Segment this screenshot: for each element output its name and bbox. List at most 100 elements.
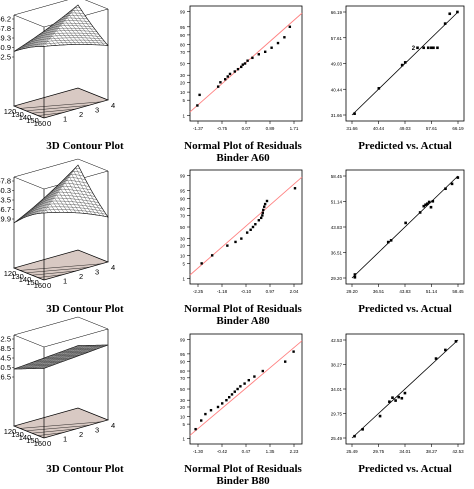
y-tick-label: 5	[182, 261, 185, 266]
box-edge	[84, 0, 109, 10]
z-tick-label: 32.5	[0, 53, 11, 62]
surface-mesh-line	[73, 346, 104, 348]
data-point	[443, 22, 447, 25]
surface-mesh-line	[69, 170, 101, 216]
caption-normal-b80: Normal Plot of Residuals	[184, 463, 302, 475]
data-point	[216, 405, 220, 409]
fit-line	[351, 175, 459, 279]
y-tick-label: 80	[180, 206, 186, 211]
surface-mesh-line	[23, 17, 88, 49]
box-edge	[13, 14, 45, 28]
data-point	[283, 36, 286, 39]
data-point	[239, 385, 242, 388]
data-point	[426, 202, 429, 206]
pva-plot-a60: 66.19 57.61 49.03 40.44 31.66 31.66 40.44 49.03…	[331, 5, 465, 131]
pva-plot-a80: 58.45 51.14 43.83 36.51 29.20 29.20 36.51 43.83…	[331, 169, 465, 294]
y-tick-label: 80	[180, 43, 186, 48]
y-tick-label: 2	[79, 110, 83, 119]
surface-mesh-line	[69, 9, 101, 46]
data-point	[434, 357, 438, 360]
pva-panel-a80: 58.45 51.14 43.83 36.51 29.20 29.20 36.51 43.83…	[322, 166, 472, 300]
data-point	[448, 12, 452, 16]
data-point	[210, 254, 214, 257]
y-tick-label: 1	[182, 437, 185, 442]
x-tick-label: 150	[26, 436, 39, 445]
caption-pva-b80: Predicted vs. Actual	[358, 463, 452, 475]
x-tick-label: 160	[34, 439, 47, 448]
floor-contour-line	[37, 432, 64, 436]
surface-mesh-line	[53, 20, 85, 45]
z-tick-label: 66.2	[0, 15, 11, 24]
plot-frame	[189, 333, 303, 445]
data-point	[265, 199, 269, 203]
surface-mesh-line	[78, 344, 108, 346]
y-tick-label: 3	[95, 268, 99, 277]
surface-mesh-line	[57, 17, 89, 45]
data-point	[200, 419, 203, 422]
y-tick-label: 70	[180, 50, 186, 55]
pva-plot-b80: 42.53 38.27 34.01 29.75 25.49 25.49 29.75 34.01…	[331, 333, 465, 454]
x-tick-label: 150	[26, 116, 39, 125]
caption-pva-a60: Predicted vs. Actual	[358, 140, 452, 152]
surface-mesh-line	[26, 185, 92, 217]
box-edge	[13, 176, 45, 190]
y-tick-label: 2	[79, 272, 83, 281]
surface-mesh-line	[66, 349, 96, 351]
z-tick-label: 49.3	[0, 34, 11, 43]
y-tick-label: 50	[180, 62, 186, 67]
surface-mesh-line	[50, 355, 81, 356]
surface-mesh-line	[77, 164, 109, 218]
y-tick-label: 57.61	[331, 36, 343, 41]
data-point	[204, 412, 207, 416]
data-point	[388, 400, 391, 404]
data-point	[234, 240, 237, 244]
box-edge	[77, 158, 109, 172]
x-tick-label: 38.27	[426, 449, 438, 454]
x-tick-label: 34.01	[399, 449, 411, 454]
data-point	[209, 409, 213, 412]
data-point	[353, 434, 356, 438]
data-point	[240, 237, 243, 240]
data-point	[389, 239, 393, 242]
y-tick-label: 29.20	[331, 276, 343, 281]
data-point	[276, 41, 280, 45]
z-tick-label: 40.9	[0, 43, 11, 52]
y-tick-label: 95	[180, 25, 186, 30]
x-tick-label: 0.97	[266, 289, 275, 294]
caption-3d-a60: 3D Contour Plot	[46, 140, 124, 152]
y-tick-label: 0	[47, 281, 51, 290]
surface-mesh-line	[53, 353, 84, 355]
x-tick-label: 66.19	[452, 126, 464, 131]
y-tick-label: 43.83	[331, 225, 343, 230]
surface-mesh-line	[15, 167, 80, 222]
surface-mesh-line	[65, 12, 97, 45]
surface-mesh-line	[61, 15, 93, 45]
y-tick-label: 66.19	[331, 10, 343, 15]
x-tick-label: -1.30	[193, 449, 204, 454]
data-point	[353, 112, 356, 115]
x-tick-label: 31.66	[346, 126, 358, 131]
x-tick-label: -1.18	[217, 289, 228, 294]
x-tick-label: 49.03	[399, 126, 411, 131]
surface-mesh-line	[23, 179, 88, 219]
surface-mesh-line	[23, 345, 88, 369]
surface-mesh-line	[77, 4, 109, 46]
data-point	[228, 396, 231, 399]
data-point	[386, 240, 390, 244]
surface-mesh-line	[73, 167, 105, 217]
box-edge	[13, 334, 45, 348]
y-tick-label: 49.03	[331, 62, 343, 67]
x-tick-label: 120	[4, 269, 17, 278]
surface-mesh-line	[19, 173, 84, 220]
y-tick-label: 99	[180, 174, 186, 179]
data-point	[263, 205, 266, 208]
surface-mesh-line	[17, 10, 82, 51]
x-tick-label: 130	[11, 272, 24, 281]
data-point	[264, 50, 267, 53]
data-point	[246, 59, 249, 62]
box-edge	[13, 316, 79, 336]
data-point	[427, 200, 431, 204]
x-tick-label: 0.07	[242, 126, 251, 131]
data-point	[230, 393, 234, 396]
